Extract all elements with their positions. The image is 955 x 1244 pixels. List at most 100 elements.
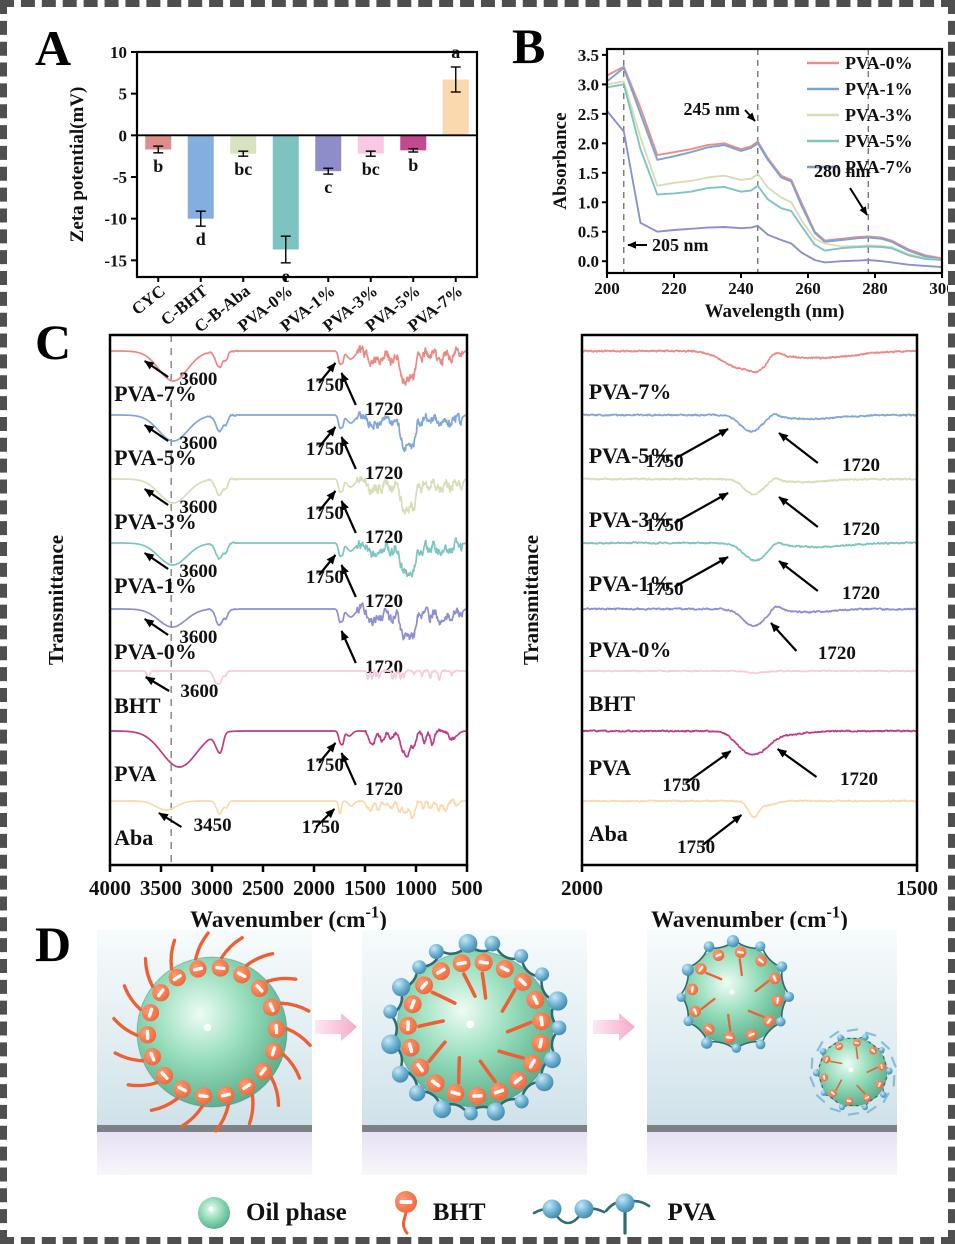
svg-text:PVA-5%: PVA-5% bbox=[589, 443, 672, 468]
svg-text:2000: 2000 bbox=[293, 876, 335, 900]
legend-label-bht: BHT bbox=[432, 1199, 486, 1226]
svg-text:PVA-5%: PVA-5% bbox=[114, 445, 197, 470]
svg-text:3.0: 3.0 bbox=[578, 75, 599, 94]
svg-text:500: 500 bbox=[451, 876, 483, 900]
svg-text:3600: 3600 bbox=[179, 433, 217, 454]
svg-text:3000: 3000 bbox=[191, 876, 233, 900]
panel-a-label: A bbox=[35, 20, 72, 76]
svg-text:1720: 1720 bbox=[365, 463, 403, 484]
svg-text:1750: 1750 bbox=[306, 755, 344, 776]
svg-text:1500: 1500 bbox=[344, 876, 386, 900]
legend-label-pva: PVA bbox=[667, 1199, 716, 1226]
svg-text:PVA: PVA bbox=[589, 755, 631, 780]
legend-item-pva: PVA bbox=[528, 1187, 716, 1237]
svg-text:Zeta potential(mV): Zeta potential(mV) bbox=[67, 87, 88, 243]
panel-d-label: D bbox=[35, 916, 72, 972]
svg-text:280 nm: 280 nm bbox=[814, 161, 871, 181]
svg-text:PVA-7%: PVA-7% bbox=[589, 379, 672, 404]
svg-text:PVA-1%: PVA-1% bbox=[114, 573, 197, 598]
svg-text:300: 300 bbox=[929, 279, 955, 298]
svg-text:0.5: 0.5 bbox=[578, 223, 599, 242]
svg-text:b: b bbox=[153, 156, 163, 176]
svg-text:205 nm: 205 nm bbox=[652, 235, 709, 255]
svg-text:PVA-0%: PVA-0% bbox=[589, 637, 672, 662]
svg-text:3600: 3600 bbox=[179, 497, 217, 518]
svg-text:e: e bbox=[282, 266, 290, 286]
oil-phase-icon bbox=[198, 1197, 230, 1229]
svg-text:240: 240 bbox=[728, 279, 754, 298]
svg-text:1500: 1500 bbox=[896, 876, 938, 900]
svg-text:Transmittance: Transmittance bbox=[519, 535, 543, 665]
svg-text:PVA-7%: PVA-7% bbox=[845, 157, 913, 177]
svg-text:PVA-7%: PVA-7% bbox=[114, 381, 197, 406]
svg-text:PVA-1%: PVA-1% bbox=[845, 79, 913, 99]
svg-text:1720: 1720 bbox=[365, 591, 403, 612]
svg-text:1720: 1720 bbox=[840, 769, 878, 790]
uv-absorbance-line-chart: 200 220 240 260 280 300 0.0 0.5 1.0 1.5 2.0 2.5 3.0 3… bbox=[550, 46, 955, 322]
schematic-legend: Oil phase BHT PVA bbox=[192, 1187, 758, 1237]
svg-text:3450: 3450 bbox=[194, 815, 232, 836]
svg-text:-5: -5 bbox=[113, 168, 127, 187]
svg-text:Transmittance: Transmittance bbox=[44, 535, 68, 665]
svg-text:0.0: 0.0 bbox=[578, 252, 599, 271]
bht-icon bbox=[394, 1191, 417, 1235]
svg-text:260: 260 bbox=[795, 279, 821, 298]
svg-text:PVA-3%: PVA-3% bbox=[114, 509, 197, 534]
svg-text:1720: 1720 bbox=[365, 399, 403, 420]
svg-text:280: 280 bbox=[862, 279, 888, 298]
svg-text:PVA-0%: PVA-0% bbox=[114, 639, 197, 664]
svg-text:1720: 1720 bbox=[365, 779, 403, 800]
legend-item-oil-phase: Oil phase bbox=[192, 1190, 347, 1236]
panel-b-label: B bbox=[512, 18, 546, 74]
svg-text:1750: 1750 bbox=[306, 375, 344, 396]
legend-label-oil-phase: Oil phase bbox=[246, 1199, 347, 1226]
svg-text:PVA-3%: PVA-3% bbox=[845, 105, 913, 125]
svg-text:200: 200 bbox=[594, 279, 620, 298]
svg-text:bc: bc bbox=[362, 159, 380, 179]
svg-text:3500: 3500 bbox=[140, 876, 182, 900]
svg-text:PVA: PVA bbox=[114, 761, 156, 786]
svg-text:BHT: BHT bbox=[589, 691, 636, 716]
svg-text:0: 0 bbox=[119, 126, 128, 145]
svg-text:3600: 3600 bbox=[179, 561, 217, 582]
legend-item-bht: BHT bbox=[389, 1187, 486, 1237]
svg-text:bc: bc bbox=[234, 159, 252, 179]
svg-text:PVA-0%: PVA-0% bbox=[845, 53, 913, 73]
svg-text:Aba: Aba bbox=[589, 821, 628, 846]
svg-text:PVA-5%: PVA-5% bbox=[845, 131, 913, 151]
svg-text:4000: 4000 bbox=[89, 876, 131, 900]
svg-text:PVA-1%: PVA-1% bbox=[589, 571, 672, 596]
svg-text:PVA-3%: PVA-3% bbox=[589, 507, 672, 532]
svg-text:1750: 1750 bbox=[646, 579, 684, 600]
svg-text:245 nm: 245 nm bbox=[683, 99, 740, 119]
svg-text:c: c bbox=[324, 177, 332, 197]
svg-text:3600: 3600 bbox=[179, 369, 217, 390]
svg-text:2000: 2000 bbox=[561, 876, 603, 900]
svg-text:1720: 1720 bbox=[365, 527, 403, 548]
svg-text:-10: -10 bbox=[104, 210, 127, 229]
svg-text:1.0: 1.0 bbox=[578, 193, 599, 212]
svg-text:1750: 1750 bbox=[302, 817, 340, 838]
svg-text:1750: 1750 bbox=[646, 451, 684, 472]
svg-text:d: d bbox=[196, 229, 206, 249]
panel-c-label: C bbox=[35, 314, 72, 370]
svg-text:BHT: BHT bbox=[114, 693, 161, 718]
svg-text:2500: 2500 bbox=[242, 876, 284, 900]
svg-text:2.5: 2.5 bbox=[578, 105, 599, 124]
svg-text:Wavenumber (cm-1): Wavenumber (cm-1) bbox=[651, 902, 848, 932]
svg-text:Wavenumber (cm-1): Wavenumber (cm-1) bbox=[190, 902, 387, 932]
svg-text:1.5: 1.5 bbox=[578, 164, 599, 183]
svg-text:1720: 1720 bbox=[842, 583, 880, 604]
svg-text:-15: -15 bbox=[104, 251, 127, 270]
svg-text:1720: 1720 bbox=[842, 455, 880, 476]
svg-text:b: b bbox=[408, 155, 418, 175]
svg-text:5: 5 bbox=[119, 85, 128, 104]
svg-text:3600: 3600 bbox=[179, 627, 217, 648]
svg-text:Absorbance: Absorbance bbox=[550, 112, 571, 209]
svg-text:1750: 1750 bbox=[662, 775, 700, 796]
svg-text:1750: 1750 bbox=[306, 567, 344, 588]
svg-text:1750: 1750 bbox=[306, 503, 344, 524]
